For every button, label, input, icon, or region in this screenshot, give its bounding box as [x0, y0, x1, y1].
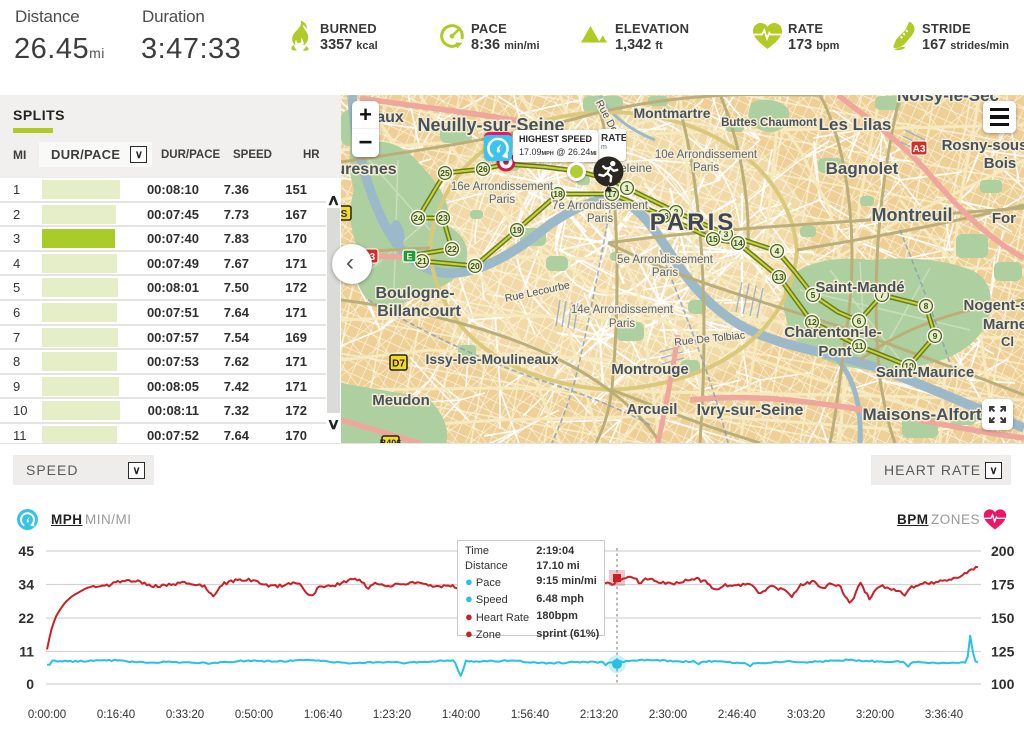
svg-text:6: 6 [857, 316, 862, 326]
svg-text:Charenton-le-: Charenton-le- [784, 324, 882, 341]
svg-text:22: 22 [447, 244, 457, 254]
svg-text:25: 25 [440, 168, 450, 178]
svg-text:E: E [406, 252, 412, 262]
svg-text:0:50:00: 0:50:00 [235, 709, 273, 721]
svg-text:11: 11 [19, 644, 34, 660]
svg-text:100: 100 [991, 676, 1015, 692]
svg-text:12: 12 [807, 317, 817, 327]
svg-text:5e Arrondissement: 5e Arrondissement [617, 254, 714, 266]
svg-text:21: 21 [417, 256, 427, 266]
svg-text:10: 10 [904, 361, 914, 371]
svg-text:Montmartre: Montmartre [633, 105, 710, 121]
svg-text:Boulogne-: Boulogne- [375, 285, 454, 302]
svg-text:Cl: Cl [1001, 334, 1014, 349]
svg-text:5: 5 [811, 290, 816, 300]
svg-text:150: 150 [991, 610, 1015, 626]
svg-text:2:46:40: 2:46:40 [718, 709, 756, 721]
svg-text:Paris: Paris [693, 162, 719, 174]
svg-text:14: 14 [733, 238, 743, 248]
svg-text:175: 175 [991, 577, 1015, 593]
svg-text:11: 11 [855, 341, 864, 351]
svg-text:Montreuil: Montreuil [872, 205, 953, 225]
svg-text:PARIS: PARIS [650, 209, 737, 236]
svg-text:Pont: Pont [818, 343, 851, 360]
svg-text:4: 4 [775, 246, 780, 256]
svg-text:1:23:20: 1:23:20 [373, 709, 411, 721]
svg-text:20: 20 [470, 261, 480, 271]
svg-text:15: 15 [708, 234, 718, 244]
svg-text:3:20:00: 3:20:00 [856, 709, 894, 721]
svg-text:Arcueil: Arcueil [627, 401, 678, 418]
svg-text:Saint-Maurice: Saint-Maurice [876, 364, 974, 381]
svg-text:14e Arrondissement: 14e Arrondissement [571, 304, 674, 316]
svg-text:Buttes Chaumont: Buttes Chaumont [721, 117, 817, 129]
svg-text:19: 19 [512, 225, 522, 235]
svg-text:Paris: Paris [587, 213, 613, 225]
svg-text:3:36:40: 3:36:40 [925, 709, 963, 721]
svg-text:Rosny-sous-: Rosny-sous- [942, 137, 1024, 154]
svg-text:B406: B406 [380, 438, 402, 443]
svg-text:Nogent-s: Nogent-s [964, 297, 1024, 314]
svg-text:S: S [341, 209, 348, 220]
svg-text:125: 125 [991, 644, 1015, 660]
svg-text:Les Lilas: Les Lilas [819, 115, 892, 134]
svg-text:18: 18 [553, 189, 563, 199]
svg-text:Montrouge: Montrouge [611, 361, 688, 378]
svg-text:0:33:20: 0:33:20 [166, 709, 204, 721]
svg-text:7e Arrondissement: 7e Arrondissement [552, 200, 649, 212]
svg-text:0:00:00: 0:00:00 [28, 709, 66, 721]
svg-text:0:16:40: 0:16:40 [97, 709, 135, 721]
svg-text:2:30:00: 2:30:00 [649, 709, 687, 721]
svg-text:200: 200 [991, 543, 1015, 559]
svg-text:16e Arrondissement: 16e Arrondissement [451, 181, 554, 193]
svg-text:8: 8 [924, 301, 929, 311]
svg-text:Noisy-le-Sec: Noisy-le-Sec [897, 95, 999, 105]
svg-text:Paris: Paris [489, 194, 515, 206]
svg-text:24: 24 [413, 213, 423, 223]
svg-text:10e Arrondissement: 10e Arrondissement [655, 149, 758, 161]
svg-text:1:56:40: 1:56:40 [511, 709, 549, 721]
svg-text:D7: D7 [392, 359, 405, 370]
svg-text:aux: aux [376, 109, 404, 126]
svg-text:34: 34 [18, 577, 34, 593]
svg-text:2: 2 [674, 207, 679, 217]
svg-text:0: 0 [26, 676, 34, 692]
svg-text:3:03:20: 3:03:20 [787, 709, 825, 721]
svg-text:For: For [992, 210, 1016, 227]
svg-text:7: 7 [880, 290, 885, 300]
svg-text:17: 17 [607, 189, 617, 199]
svg-text:1: 1 [625, 183, 630, 193]
svg-text:1:40:00: 1:40:00 [442, 709, 480, 721]
svg-text:eleine: eleine [620, 161, 652, 175]
svg-text:Billancourt: Billancourt [377, 303, 461, 320]
svg-text:uresnes: uresnes [341, 161, 397, 178]
svg-text:16: 16 [659, 211, 669, 221]
svg-text:Marne: Marne [983, 316, 1024, 333]
svg-text:2:13:20: 2:13:20 [580, 709, 618, 721]
svg-text:1:06:40: 1:06:40 [304, 709, 342, 721]
svg-text:22: 22 [18, 610, 34, 626]
svg-text:Paris: Paris [609, 318, 635, 330]
svg-text:Maisons-Alfort: Maisons-Alfort [863, 405, 982, 424]
svg-text:45: 45 [18, 543, 34, 559]
svg-text:Ivry-sur-Seine: Ivry-sur-Seine [697, 402, 804, 419]
svg-text:Saint-Mandé: Saint-Mandé [815, 279, 904, 296]
svg-text:3: 3 [724, 229, 729, 239]
svg-text:Bagnolet: Bagnolet [826, 159, 899, 178]
svg-text:Paris: Paris [652, 267, 678, 279]
svg-text:Bois: Bois [984, 155, 1017, 172]
svg-text:Meudon: Meudon [372, 392, 430, 409]
svg-text:9: 9 [933, 331, 938, 341]
svg-text:Issy-les-Moulineaux: Issy-les-Moulineaux [425, 351, 558, 367]
svg-text:13: 13 [774, 272, 784, 282]
svg-text:26: 26 [478, 164, 488, 174]
svg-text:23: 23 [438, 213, 448, 223]
svg-text:A3: A3 [913, 144, 926, 155]
